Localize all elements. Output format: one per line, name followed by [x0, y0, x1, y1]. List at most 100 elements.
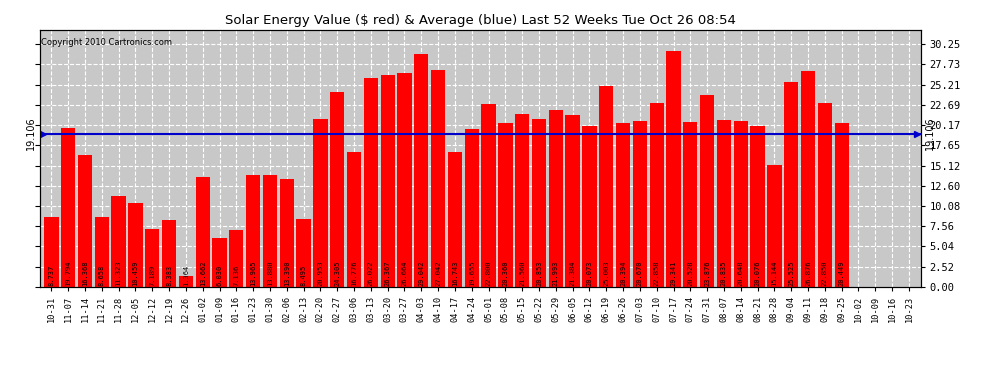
Bar	[363, 78, 378, 287]
Bar	[313, 118, 328, 287]
Bar	[666, 51, 681, 287]
Bar	[481, 104, 496, 287]
Text: 16.368: 16.368	[82, 260, 88, 286]
Text: 19.794: 19.794	[65, 260, 71, 286]
Text: 13.662: 13.662	[200, 260, 206, 286]
Bar	[162, 220, 176, 287]
Text: 13.390: 13.390	[284, 260, 290, 286]
Bar	[801, 71, 815, 287]
Bar	[296, 219, 311, 287]
Bar	[734, 121, 747, 287]
Text: 1.364: 1.364	[183, 264, 189, 286]
Text: 20.853: 20.853	[536, 260, 542, 286]
Text: 20.076: 20.076	[754, 260, 760, 286]
Text: 22.858: 22.858	[653, 260, 659, 286]
Bar	[397, 73, 412, 287]
Text: 26.022: 26.022	[368, 260, 374, 286]
Bar	[717, 120, 731, 287]
Bar	[230, 230, 244, 287]
Bar	[548, 110, 563, 287]
Text: 7.189: 7.189	[149, 264, 155, 286]
Text: 20.394: 20.394	[620, 260, 626, 286]
Text: 19.655: 19.655	[468, 260, 475, 286]
Text: 16.776: 16.776	[351, 260, 357, 286]
Text: 13.965: 13.965	[250, 260, 256, 286]
Text: 20.953: 20.953	[318, 260, 324, 286]
Text: 19.106: 19.106	[26, 117, 37, 150]
Text: 19.106: 19.106	[925, 117, 936, 150]
Text: 8.737: 8.737	[49, 264, 54, 286]
Text: 15.144: 15.144	[771, 260, 777, 286]
Bar	[818, 104, 832, 287]
Bar	[767, 165, 781, 287]
Text: 25.525: 25.525	[788, 260, 794, 286]
Bar	[78, 156, 92, 287]
Text: 26.876: 26.876	[805, 260, 811, 286]
Text: 21.384: 21.384	[569, 260, 575, 286]
Bar	[447, 153, 462, 287]
Text: 20.449: 20.449	[839, 260, 844, 286]
Bar	[683, 122, 698, 287]
Bar	[95, 217, 109, 287]
Text: 10.459: 10.459	[133, 260, 139, 286]
Text: Copyright 2010 Cartronics.com: Copyright 2010 Cartronics.com	[42, 38, 172, 47]
Text: 20.528: 20.528	[687, 260, 693, 286]
Text: 20.360: 20.360	[502, 260, 509, 286]
Bar	[464, 129, 479, 287]
Text: 25.003: 25.003	[603, 260, 609, 286]
Bar	[246, 175, 260, 287]
Bar	[515, 114, 530, 287]
Text: 22.850: 22.850	[822, 260, 828, 286]
Bar	[835, 123, 848, 287]
Text: 27.042: 27.042	[436, 260, 442, 286]
Text: 20.835: 20.835	[721, 260, 727, 286]
Text: 20.670: 20.670	[637, 260, 643, 286]
Bar	[380, 75, 395, 287]
Bar	[565, 115, 580, 287]
Bar	[213, 238, 227, 287]
Bar	[431, 70, 446, 287]
Bar	[330, 92, 345, 287]
Title: Solar Energy Value ($ red) & Average (blue) Last 52 Weeks Tue Oct 26 08:54: Solar Energy Value ($ red) & Average (bl…	[225, 15, 736, 27]
Bar	[346, 152, 361, 287]
Bar	[262, 176, 277, 287]
Bar	[414, 54, 429, 287]
Text: 29.042: 29.042	[419, 260, 425, 286]
Bar	[146, 229, 159, 287]
Bar	[582, 126, 597, 287]
Bar	[129, 203, 143, 287]
Text: 20.648: 20.648	[738, 260, 743, 286]
Text: 21.560: 21.560	[519, 260, 525, 286]
Text: 6.030: 6.030	[217, 264, 223, 286]
Bar	[700, 95, 715, 287]
Bar	[649, 104, 664, 287]
Bar	[45, 217, 58, 287]
Text: 24.305: 24.305	[335, 260, 341, 286]
Bar	[279, 179, 294, 287]
Bar	[61, 128, 75, 287]
Text: 11.323: 11.323	[116, 260, 122, 286]
Text: 22.800: 22.800	[485, 260, 492, 286]
Text: 13.880: 13.880	[267, 260, 273, 286]
Bar	[112, 196, 126, 287]
Bar	[750, 126, 764, 287]
Bar	[196, 177, 210, 287]
Text: 26.367: 26.367	[385, 260, 391, 286]
Text: 23.876: 23.876	[704, 260, 710, 286]
Text: 21.993: 21.993	[552, 260, 558, 286]
Text: 8.658: 8.658	[99, 264, 105, 286]
Text: 16.743: 16.743	[451, 260, 458, 286]
Bar	[532, 120, 546, 287]
Text: 7.136: 7.136	[234, 264, 240, 286]
Bar	[784, 82, 798, 287]
Bar	[616, 123, 631, 287]
Bar	[599, 86, 614, 287]
Text: 29.341: 29.341	[670, 260, 676, 286]
Text: 8.383: 8.383	[166, 264, 172, 286]
Text: 20.073: 20.073	[586, 260, 592, 286]
Bar	[179, 276, 193, 287]
Text: 26.664: 26.664	[402, 260, 408, 286]
Bar	[498, 123, 513, 287]
Text: 8.495: 8.495	[301, 264, 307, 286]
Bar	[633, 121, 647, 287]
